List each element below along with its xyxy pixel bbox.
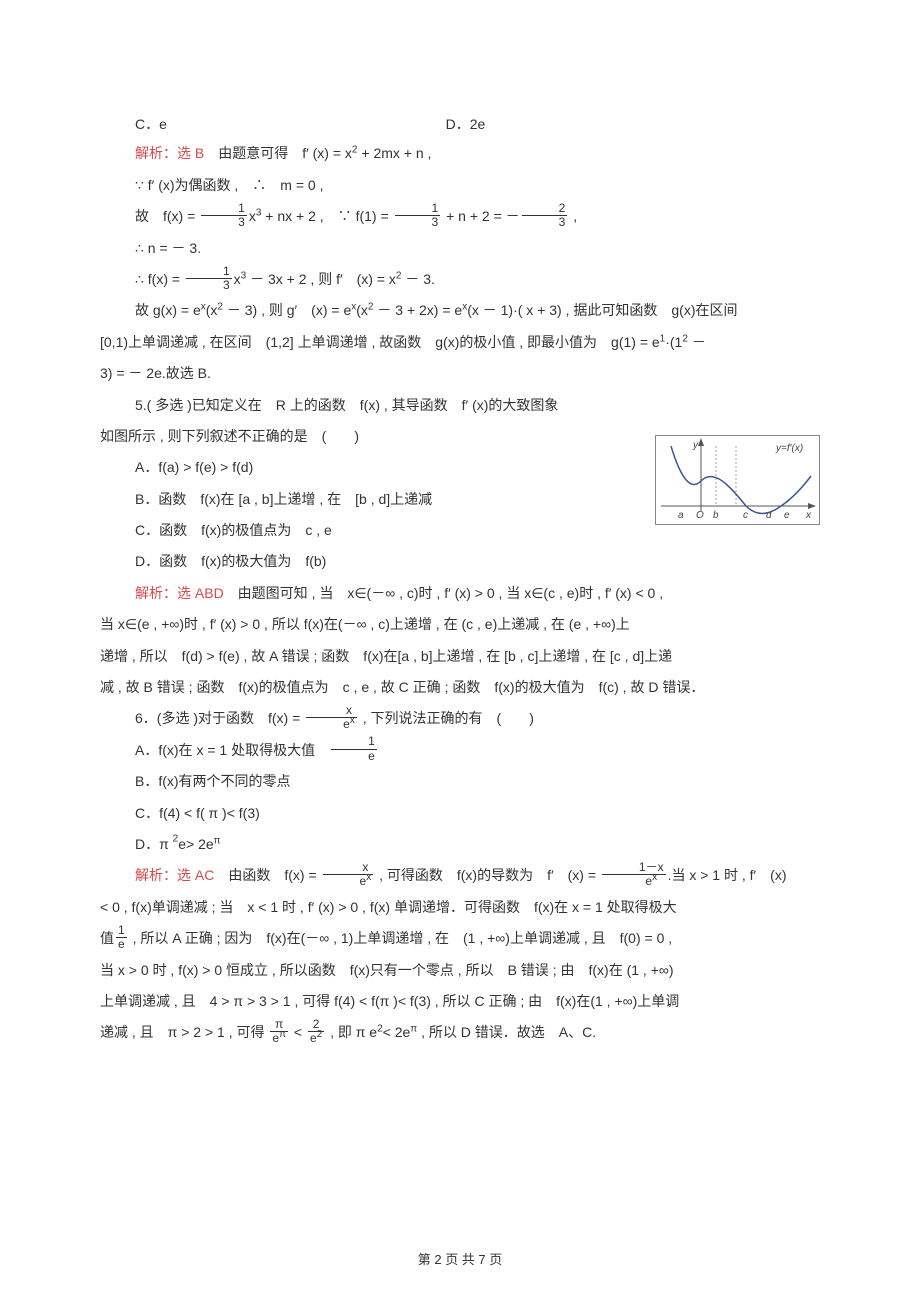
text: A．f(x)在 x = 1 处取得极大值: [135, 742, 329, 758]
text: 由函数 f(x) =: [214, 867, 320, 883]
fraction: 1－xex: [602, 861, 666, 888]
text: 6．(多选 )对于函数 f(x) =: [135, 710, 304, 726]
q6-sol-l6: 递减 , 且 π > 2 > 1 , 可得 πeπ < 2e2 , 即 π e2…: [100, 1018, 820, 1047]
label-a: a: [678, 510, 684, 521]
q6-sol-l2: < 0 , f(x)单调递减 ; 当 x < 1 时 , f′ (x) > 0 …: [100, 893, 820, 922]
sol4-line5: ∴ f(x) = 13x3 － 3x + 2 , 则 f′ (x) = x2 －…: [100, 265, 820, 294]
sol-answer: 选 ABD: [177, 585, 224, 601]
page-content: C．e D．2e 解析：选 B 由题意可得 f′ (x) = x2 + 2mx …: [100, 110, 820, 1048]
text: 值: [100, 930, 114, 946]
label-fn: y=f′(x): [775, 443, 803, 454]
sol-answer: 选 B: [177, 145, 204, 161]
text: ∴ f(x) =: [135, 271, 184, 287]
option-d: D．2e: [446, 110, 792, 139]
q5-sol-l2: 当 x∈(e , +∞)时 , f′ (x) > 0 , 所以 f(x)在(－∞…: [100, 610, 820, 639]
sol-answer: 选 AC: [177, 867, 214, 883]
text: D．π: [135, 836, 173, 852]
q6-stem: 6．(多选 )对于函数 f(x) = xex , 下列说法正确的有 ( ): [100, 704, 820, 733]
text: > 2e: [186, 836, 214, 852]
option-c: C．e: [100, 110, 446, 139]
label-d: d: [766, 510, 772, 521]
derivative-graph: y y=f′(x) a O b c d e x: [655, 435, 820, 525]
text: －: [688, 334, 706, 350]
fraction: 23: [522, 202, 568, 229]
label-c: c: [743, 510, 748, 521]
text: ·(1: [665, 334, 682, 350]
fraction: πeπ: [270, 1018, 288, 1045]
text: － 3 + 2x) = e: [373, 302, 462, 318]
q6-optD: D．π 2e> 2eπ: [100, 830, 820, 859]
text: , 即 π e: [326, 1024, 377, 1040]
text: － 3.: [401, 271, 434, 287]
graph-svg: y y=f′(x) a O b c d e x: [656, 436, 821, 526]
sol-prefix: 解析：: [135, 585, 177, 601]
q6-optA: A．f(x)在 x = 1 处取得极大值 1e: [100, 736, 820, 765]
sol4-line1: 解析：选 B 由题意可得 f′ (x) = x2 + 2mx + n ,: [100, 139, 820, 168]
text: , 可得函数 f(x)的导数为 f′ (x) =: [375, 867, 600, 883]
text: (x － 1)·( x + 3) , 据此可知函数 g(x)在区间: [467, 302, 737, 318]
q6-optB: B．f(x)有两个不同的零点: [100, 767, 820, 796]
text: 由题图可知 , 当 x∈(－∞ , c)时 , f′ (x) > 0 , 当 x…: [224, 585, 663, 601]
sol4-line8: 3) = － 2e.故选 B.: [100, 359, 820, 388]
text: + n + 2 = －: [442, 208, 519, 224]
text: (x: [206, 302, 218, 318]
sol4-line4: ∴ n = － 3.: [100, 234, 820, 263]
text: ,: [569, 208, 577, 224]
text: 故 f(x) =: [135, 208, 199, 224]
fraction: xex: [323, 861, 374, 888]
page-footer: 第 2 页 共 7 页: [0, 1249, 920, 1268]
text: x: [234, 271, 241, 287]
text: , 下列说法正确的有 ( ): [359, 710, 534, 726]
text: e: [178, 836, 186, 852]
q6-sol-l1: 解析：选 AC 由函数 f(x) = xex , 可得函数 f(x)的导数为 f…: [100, 861, 820, 890]
sol4-line2: ∵ f′ (x)为偶函数 , ∴ m = 0 ,: [100, 171, 820, 200]
text: 由题意可得 f′ (x) = x: [204, 145, 352, 161]
q5-sol-l4: 减 , 故 B 错误 ; 函数 f(x)的极值点为 c , e , 故 C 正确…: [100, 673, 820, 702]
text: x: [249, 208, 256, 224]
q6-sol-l3: 值1e , 所以 A 正确 ; 因为 f(x)在(－∞ , 1)上单调递增 , …: [100, 924, 820, 953]
fraction: 1e: [116, 924, 127, 951]
text: － 3x + 2 , 则 f′ (x) = x: [246, 271, 396, 287]
text: (x: [356, 302, 368, 318]
sol4-line6: 故 g(x) = ex(x2 － 3) , 则 g′ (x) = ex(x2 －…: [100, 296, 820, 325]
q5-sol-l3: 递增 , 所以 f(d) > f(e) , 故 A 错误 ; 函数 f(x)在[…: [100, 642, 820, 671]
text: <: [290, 1024, 306, 1040]
q5-sol-l1: 解析：选 ABD 由题图可知 , 当 x∈(－∞ , c)时 , f′ (x) …: [100, 579, 820, 608]
text: [0,1)上单调递减 , 在区间 (1,2] 上单调递增 , 故函数 g(x)的…: [100, 334, 660, 350]
q5-stem1: 5.( 多选 )已知定义在 R 上的函数 f(x) , 其导函数 f′ (x)的…: [100, 391, 820, 420]
text: 递减 , 且 π > 2 > 1 , 可得: [100, 1024, 268, 1040]
q6-sol-l5: 上单调递减 , 且 4 > π > 3 > 1 , 可得 f(4) < f(π …: [100, 987, 820, 1016]
label-y: y: [692, 440, 699, 451]
fraction: 1e: [331, 735, 377, 762]
label-O: O: [696, 510, 704, 521]
q6-optC: C．f(4) < f( π )< f(3): [100, 799, 820, 828]
label-x: x: [805, 510, 812, 521]
fraction: 2e2: [308, 1018, 324, 1045]
sol4-line7: [0,1)上单调递减 , 在区间 (1,2] 上单调递增 , 故函数 g(x)的…: [100, 328, 820, 357]
q5-optD: D．函数 f(x)的极大值为 f(b): [100, 547, 820, 576]
sol-prefix: 解析：: [135, 145, 177, 161]
text: .当 x > 1 时 , f′ (x): [668, 867, 787, 883]
label-b: b: [713, 510, 719, 521]
fraction: 13: [186, 265, 232, 292]
text: + nx + 2 , ∵ f(1) =: [261, 208, 392, 224]
fraction: xex: [306, 704, 357, 731]
label-e: e: [784, 510, 790, 521]
text: 故 g(x) = e: [135, 302, 201, 318]
q6-sol-l4: 当 x > 0 时 , f(x) > 0 恒成立 , 所以函数 f(x)只有一个…: [100, 956, 820, 985]
options-row-cd: C．e D．2e: [100, 110, 820, 139]
text: + 2mx + n ,: [357, 145, 431, 161]
text: , 所以 A 正确 ; 因为 f(x)在(－∞ , 1)上单调递增 , 在 (1…: [129, 930, 672, 946]
sol4-line3: 故 f(x) = 13x3 + nx + 2 , ∵ f(1) = 13 + n…: [100, 202, 820, 231]
fraction: 13: [395, 202, 441, 229]
text: < 2e: [383, 1024, 411, 1040]
text: , 所以 D 错误．故选 A、C.: [417, 1024, 596, 1040]
text: － 3) , 则 g′ (x) = e: [223, 302, 351, 318]
fraction: 13: [201, 202, 247, 229]
sol-prefix: 解析：: [135, 867, 177, 883]
